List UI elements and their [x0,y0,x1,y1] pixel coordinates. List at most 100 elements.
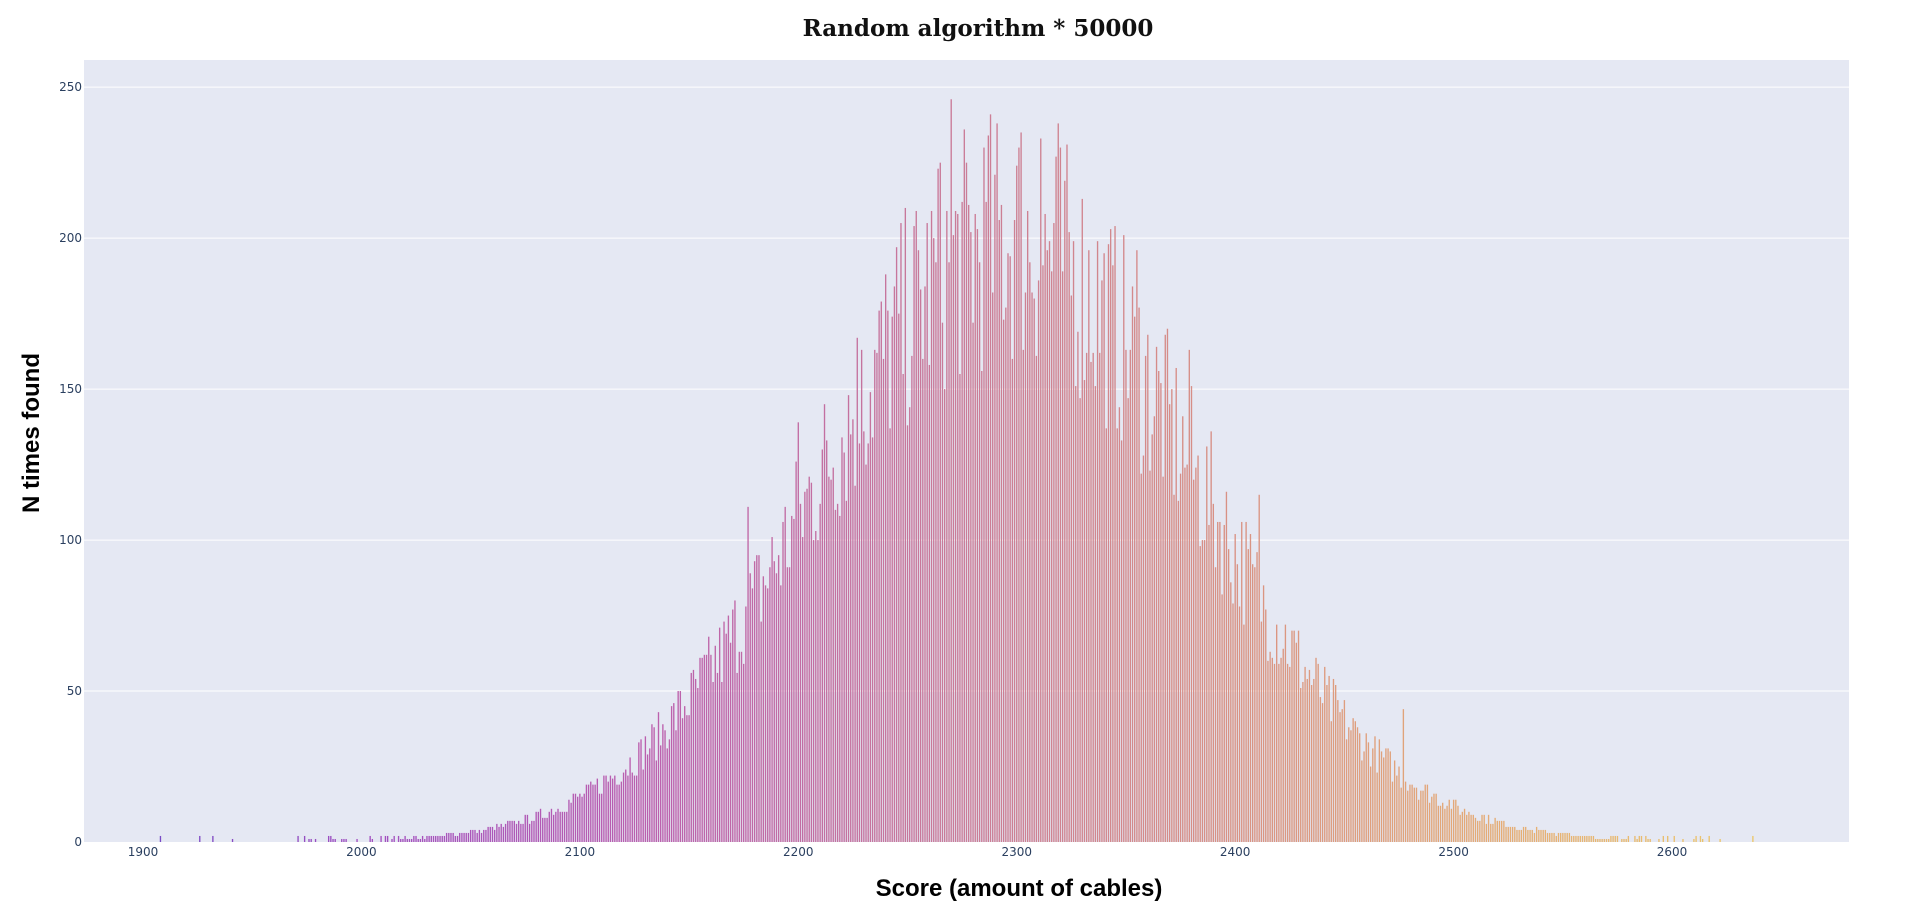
histogram-bar [1411,784,1413,842]
histogram-bar [708,636,710,842]
histogram-bar [452,832,454,842]
histogram-bar [690,672,692,842]
histogram-bar [1304,666,1306,842]
histogram-bar [1190,386,1193,842]
histogram-bar [767,588,769,842]
histogram-bar [1140,473,1142,842]
histogram-bar [1623,838,1625,842]
histogram-bar [893,286,896,842]
histogram-bar [1699,835,1702,842]
histogram-bar [1485,823,1488,842]
histogram-bar [1147,334,1149,842]
histogram-bar [1212,503,1215,842]
y-axis-title: N times found [18,353,45,513]
histogram-bar [1300,688,1302,842]
histogram-bar [793,518,795,842]
histogram-bar [1260,621,1263,842]
histogram-bar [1077,331,1079,842]
histogram-bar [561,811,564,842]
histogram-bar [1649,838,1651,842]
histogram-bar [1354,721,1356,842]
histogram-bar [1492,823,1494,842]
histogram-bar [1256,552,1258,842]
histogram-bar [515,823,518,842]
histogram-bar [1658,838,1660,842]
histogram-bar [878,310,880,843]
histogram-bar [459,832,461,842]
histogram-bar [850,434,852,842]
histogram-bar [1590,835,1592,842]
histogram-bar [550,808,553,842]
histogram-bar [1099,352,1101,842]
histogram-bar [791,515,793,842]
histogram-bar [1334,685,1337,842]
histogram-bar [677,691,679,842]
histogram-bar [996,123,998,842]
y-tick-label: 50 [67,684,82,698]
histogram-bar [421,835,424,842]
histogram-bar [212,835,214,842]
histogram-bar [1662,835,1664,842]
histogram-bar [605,775,607,842]
histogram-bar [1324,666,1326,842]
histogram-bar [1101,280,1103,842]
histogram-bar [644,736,647,842]
histogram-bar [1378,739,1381,842]
histogram-bar [413,835,415,842]
histogram-bar [1055,156,1057,842]
histogram-bar [909,407,911,842]
histogram-bar [926,223,928,843]
histogram-bar [697,688,699,842]
histogram-bar [609,775,612,842]
histogram-bar [341,838,343,842]
histogram-bar [1282,648,1284,842]
histogram-bar [1452,799,1455,842]
histogram-bar [393,835,395,842]
histogram-bar [1701,838,1704,842]
histogram-bar [819,503,821,842]
histogram-bar [498,826,500,842]
histogram-bar [493,829,496,842]
histogram-bar [1380,751,1383,842]
histogram-bar [1214,567,1217,842]
histogram-bar [1160,383,1162,842]
histogram-bar [1577,835,1579,842]
histogram-bar [1206,446,1208,842]
histogram-bar [963,129,965,842]
histogram-bar [1343,700,1346,842]
histogram-bar [572,793,574,842]
histogram-bar [1525,826,1527,842]
histogram-bar [483,829,485,842]
histogram-bar [1439,805,1442,842]
histogram-bar [784,506,786,842]
histogram-bar [1501,820,1503,842]
histogram-bar [943,389,946,842]
histogram-bar [443,835,446,842]
histogram-bar [1352,718,1354,842]
histogram-bar [467,832,470,842]
histogram-bar [651,724,653,842]
histogram-bar [531,820,533,842]
histogram-bar [817,540,819,842]
histogram-bar [1640,835,1643,842]
histogram-bar [1594,838,1597,842]
histogram-bar [1103,253,1105,843]
histogram-bar [1636,838,1638,842]
histogram-bar [1092,352,1094,842]
histogram-bar [1339,712,1341,842]
histogram-bar [845,500,848,842]
histogram-bar [502,826,505,842]
histogram-bar [1503,820,1505,842]
histogram-bar [867,443,869,842]
histogram-bar [410,838,413,842]
histogram-bar [1127,398,1129,842]
histogram-bar [1243,624,1245,842]
histogram-bar [548,811,550,842]
histogram-bar [369,835,371,842]
histogram-bar [1158,370,1160,842]
histogram-bar [1516,829,1518,842]
histogram-bar [1584,835,1586,842]
histogram-bar [1553,832,1555,842]
histogram-bar [406,838,408,842]
histogram-bar [400,838,402,842]
